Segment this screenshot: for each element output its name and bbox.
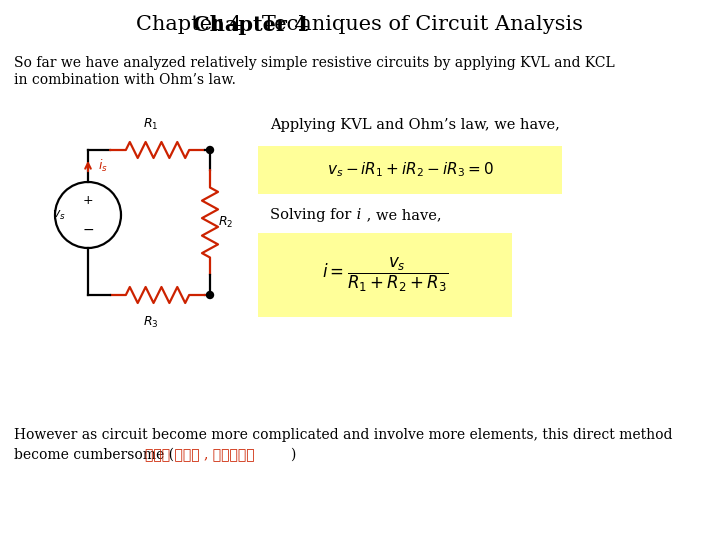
Text: Solving for: Solving for xyxy=(270,208,351,222)
Text: in combination with Ohm’s law.: in combination with Ohm’s law. xyxy=(14,73,236,87)
Text: $v_s$: $v_s$ xyxy=(53,208,66,221)
FancyBboxPatch shape xyxy=(258,233,512,317)
Text: $R_1$: $R_1$ xyxy=(143,117,158,132)
Text: Applying KVL and Ohm’s law, we have,: Applying KVL and Ohm’s law, we have, xyxy=(270,118,560,132)
Circle shape xyxy=(207,146,214,153)
Text: However as circuit become more complicated and involve more elements, this direc: However as circuit become more complicat… xyxy=(14,428,672,442)
Text: i: i xyxy=(352,208,366,222)
Text: become cumbersome (: become cumbersome ( xyxy=(14,448,174,462)
Text: $i_s$: $i_s$ xyxy=(98,158,108,174)
Text: +: + xyxy=(83,194,94,207)
Text: $R_3$: $R_3$ xyxy=(143,315,158,330)
Text: Chapter 4: Chapter 4 xyxy=(193,15,309,35)
Text: Chapter 4   Techniques of Circuit Analysis: Chapter 4 Techniques of Circuit Analysis xyxy=(137,16,583,35)
Text: , we have,: , we have, xyxy=(362,208,441,222)
Text: −: − xyxy=(82,223,94,237)
Text: $v_s - iR_1 + iR_2 - iR_3 = 0$: $v_s - iR_1 + iR_2 - iR_3 = 0$ xyxy=(327,160,493,179)
FancyBboxPatch shape xyxy=(258,146,562,194)
Text: ): ) xyxy=(290,448,295,462)
Text: $i = \dfrac{v_s}{R_1 + R_2 + R_3}$: $i = \dfrac{v_s}{R_1 + R_2 + R_3}$ xyxy=(322,256,448,294)
Text: $R_2$: $R_2$ xyxy=(218,215,233,230)
Text: So far we have analyzed relatively simple resistive circuits by applying KVL and: So far we have analyzed relatively simpl… xyxy=(14,56,615,70)
Text: غير سهل , مرهقة: غير سهل , مرهقة xyxy=(145,448,255,462)
Circle shape xyxy=(207,292,214,299)
